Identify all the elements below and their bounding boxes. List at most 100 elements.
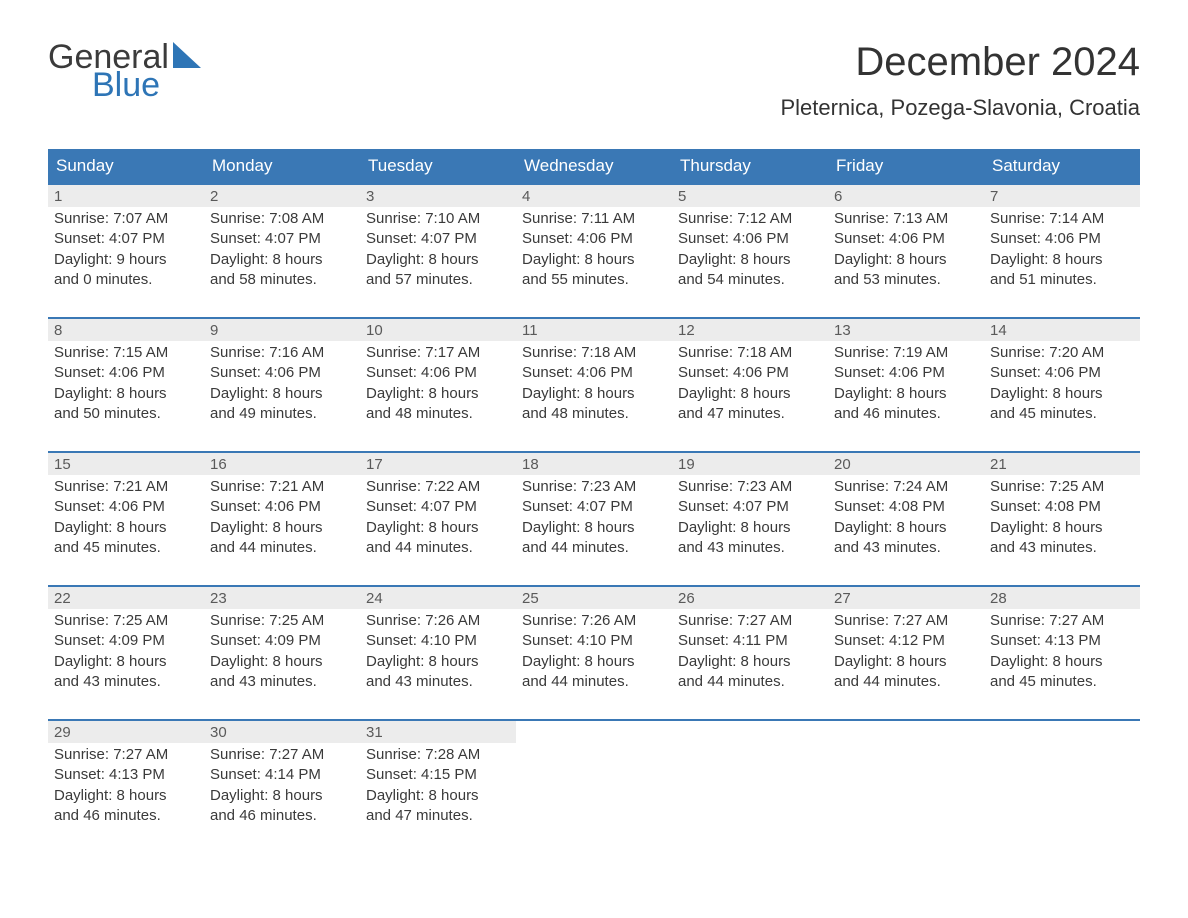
weekday-header: Monday [204,149,360,183]
day-d1: Daylight: 8 hours [366,250,510,270]
day-details: Sunrise: 7:26 AMSunset: 4:10 PMDaylight:… [360,609,516,698]
day-sunrise: Sunrise: 7:23 AM [522,477,666,497]
day-details: Sunrise: 7:25 AMSunset: 4:08 PMDaylight:… [984,475,1140,564]
day-d2: and 43 minutes. [210,672,354,692]
day-number: 13 [828,319,984,341]
day-cell: 12Sunrise: 7:18 AMSunset: 4:06 PMDayligh… [672,317,828,433]
day-sunset: Sunset: 4:15 PM [366,765,510,785]
day-number: 24 [360,587,516,609]
day-sunrise: Sunrise: 7:18 AM [522,343,666,363]
day-d1: Daylight: 8 hours [54,652,198,672]
day-d1: Daylight: 8 hours [834,250,978,270]
day-sunrise: Sunrise: 7:14 AM [990,209,1134,229]
day-details: Sunrise: 7:26 AMSunset: 4:10 PMDaylight:… [516,609,672,698]
day-number: 3 [360,185,516,207]
day-number: 8 [48,319,204,341]
day-sunset: Sunset: 4:06 PM [210,363,354,383]
day-sunrise: Sunrise: 7:27 AM [210,745,354,765]
day-sunrise: Sunrise: 7:24 AM [834,477,978,497]
weekday-header: Friday [828,149,984,183]
day-d2: and 46 minutes. [210,806,354,826]
day-cell: 18Sunrise: 7:23 AMSunset: 4:07 PMDayligh… [516,451,672,567]
day-details: Sunrise: 7:27 AMSunset: 4:14 PMDaylight:… [204,743,360,832]
day-d2: and 45 minutes. [990,404,1134,424]
day-sunrise: Sunrise: 7:08 AM [210,209,354,229]
day-number: 11 [516,319,672,341]
day-details: Sunrise: 7:21 AMSunset: 4:06 PMDaylight:… [48,475,204,564]
day-cell: 23Sunrise: 7:25 AMSunset: 4:09 PMDayligh… [204,585,360,701]
day-d1: Daylight: 8 hours [54,384,198,404]
day-cell: 8Sunrise: 7:15 AMSunset: 4:06 PMDaylight… [48,317,204,433]
day-number: 18 [516,453,672,475]
empty-day-cell: . [672,719,828,835]
day-d1: Daylight: 8 hours [678,250,822,270]
day-sunset: Sunset: 4:06 PM [522,363,666,383]
day-sunrise: Sunrise: 7:23 AM [678,477,822,497]
day-number: 4 [516,185,672,207]
day-d1: Daylight: 8 hours [990,652,1134,672]
day-d2: and 58 minutes. [210,270,354,290]
empty-day-cell: . [984,719,1140,835]
day-d2: and 44 minutes. [366,538,510,558]
day-number: 10 [360,319,516,341]
day-number: 16 [204,453,360,475]
day-cell: 24Sunrise: 7:26 AMSunset: 4:10 PMDayligh… [360,585,516,701]
day-d1: Daylight: 8 hours [678,384,822,404]
day-cell: 28Sunrise: 7:27 AMSunset: 4:13 PMDayligh… [984,585,1140,701]
day-d1: Daylight: 8 hours [210,518,354,538]
day-sunset: Sunset: 4:06 PM [54,497,198,517]
day-details: Sunrise: 7:12 AMSunset: 4:06 PMDaylight:… [672,207,828,296]
day-number: 30 [204,721,360,743]
day-d1: Daylight: 8 hours [834,518,978,538]
day-details: Sunrise: 7:25 AMSunset: 4:09 PMDaylight:… [204,609,360,698]
brand-word2: Blue [48,68,203,102]
day-d2: and 57 minutes. [366,270,510,290]
day-sunset: Sunset: 4:12 PM [834,631,978,651]
day-d1: Daylight: 8 hours [522,652,666,672]
week-row: 8Sunrise: 7:15 AMSunset: 4:06 PMDaylight… [48,317,1140,433]
day-sunset: Sunset: 4:07 PM [210,229,354,249]
day-cell: 16Sunrise: 7:21 AMSunset: 4:06 PMDayligh… [204,451,360,567]
day-cell: 1Sunrise: 7:07 AMSunset: 4:07 PMDaylight… [48,183,204,299]
day-details: Sunrise: 7:15 AMSunset: 4:06 PMDaylight:… [48,341,204,430]
day-details: Sunrise: 7:10 AMSunset: 4:07 PMDaylight:… [360,207,516,296]
day-d1: Daylight: 8 hours [834,652,978,672]
day-sunset: Sunset: 4:10 PM [522,631,666,651]
day-sunrise: Sunrise: 7:12 AM [678,209,822,229]
day-details: Sunrise: 7:17 AMSunset: 4:06 PMDaylight:… [360,341,516,430]
day-d2: and 43 minutes. [366,672,510,692]
day-cell: 9Sunrise: 7:16 AMSunset: 4:06 PMDaylight… [204,317,360,433]
day-d1: Daylight: 8 hours [210,652,354,672]
day-cell: 31Sunrise: 7:28 AMSunset: 4:15 PMDayligh… [360,719,516,835]
day-d1: Daylight: 8 hours [990,250,1134,270]
day-d2: and 43 minutes. [678,538,822,558]
day-details: Sunrise: 7:13 AMSunset: 4:06 PMDaylight:… [828,207,984,296]
day-cell: 2Sunrise: 7:08 AMSunset: 4:07 PMDaylight… [204,183,360,299]
day-sunrise: Sunrise: 7:26 AM [522,611,666,631]
day-sunset: Sunset: 4:09 PM [210,631,354,651]
day-number: 7 [984,185,1140,207]
day-d2: and 55 minutes. [522,270,666,290]
day-sunrise: Sunrise: 7:07 AM [54,209,198,229]
day-cell: 14Sunrise: 7:20 AMSunset: 4:06 PMDayligh… [984,317,1140,433]
day-cell: 22Sunrise: 7:25 AMSunset: 4:09 PMDayligh… [48,585,204,701]
day-d1: Daylight: 8 hours [366,652,510,672]
day-sunset: Sunset: 4:13 PM [990,631,1134,651]
day-number: 26 [672,587,828,609]
day-sunrise: Sunrise: 7:27 AM [678,611,822,631]
day-d2: and 48 minutes. [366,404,510,424]
day-details: Sunrise: 7:20 AMSunset: 4:06 PMDaylight:… [984,341,1140,430]
day-cell: 3Sunrise: 7:10 AMSunset: 4:07 PMDaylight… [360,183,516,299]
day-d2: and 45 minutes. [54,538,198,558]
day-sunset: Sunset: 4:10 PM [366,631,510,651]
day-d1: Daylight: 8 hours [522,384,666,404]
day-details: Sunrise: 7:23 AMSunset: 4:07 PMDaylight:… [516,475,672,564]
day-d2: and 50 minutes. [54,404,198,424]
day-sunrise: Sunrise: 7:25 AM [210,611,354,631]
day-sunset: Sunset: 4:11 PM [678,631,822,651]
day-d1: Daylight: 8 hours [990,384,1134,404]
day-d2: and 43 minutes. [834,538,978,558]
day-d1: Daylight: 8 hours [54,786,198,806]
day-details: Sunrise: 7:27 AMSunset: 4:13 PMDaylight:… [984,609,1140,698]
day-d1: Daylight: 8 hours [834,384,978,404]
